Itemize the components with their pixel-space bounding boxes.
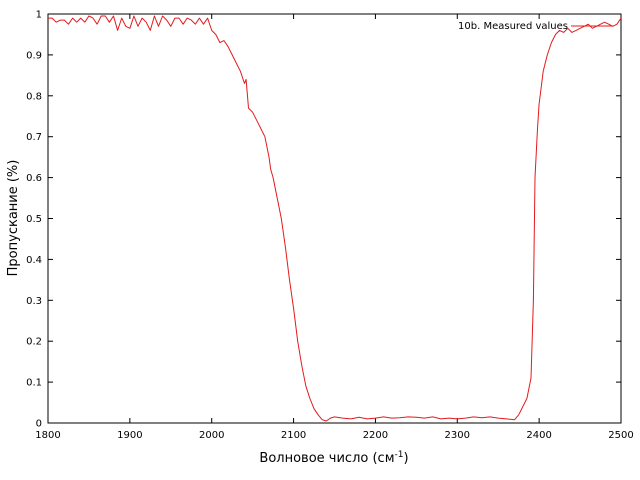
y-tick-label: 0.3 (26, 296, 42, 307)
series-line (48, 15, 622, 422)
y-tick-label: 0.7 (26, 132, 42, 143)
x-axis: 1800 1900 2000 2100 2200 2300 2400 2500 (35, 14, 634, 441)
x-tick-label: 1800 (35, 430, 60, 441)
y-axis: 0 0.1 0.2 0.3 0.4 0.5 0.6 0.7 0.8 0.9 1 (26, 10, 621, 430)
x-tick-label: 2300 (445, 430, 470, 441)
y-tick-label: 0 (36, 419, 42, 430)
x-axis-title-superscript: -1 (395, 450, 404, 460)
x-tick-label: 2500 (608, 430, 633, 441)
y-axis-title: Пропускание (%) (6, 160, 21, 277)
legend: 10b. Measured values (458, 21, 613, 32)
x-tick-label: 2200 (363, 430, 388, 441)
y-tick-label: 0.2 (26, 337, 42, 348)
series-layer (48, 15, 622, 422)
legend-label: 10b. Measured values (458, 21, 568, 32)
x-tick-label: 1900 (117, 430, 142, 441)
y-tick-label: 0.5 (26, 214, 42, 225)
y-tick-label: 1 (36, 10, 42, 21)
y-tick-label: 0.6 (26, 173, 42, 184)
x-tick-label: 2400 (526, 430, 551, 441)
x-axis-title: Волновое число (см-1) (259, 450, 408, 466)
x-tick-label: 2000 (199, 430, 224, 441)
y-tick-label: 0.8 (26, 91, 42, 102)
y-tick-label: 0.4 (26, 255, 42, 266)
y-tick-label: 0.9 (26, 50, 42, 61)
x-axis-title-main: Волновое число (см (259, 451, 394, 466)
x-tick-label: 2100 (281, 430, 306, 441)
x-axis-title-close: ) (403, 451, 408, 466)
y-tick-label: 0.1 (26, 378, 42, 389)
